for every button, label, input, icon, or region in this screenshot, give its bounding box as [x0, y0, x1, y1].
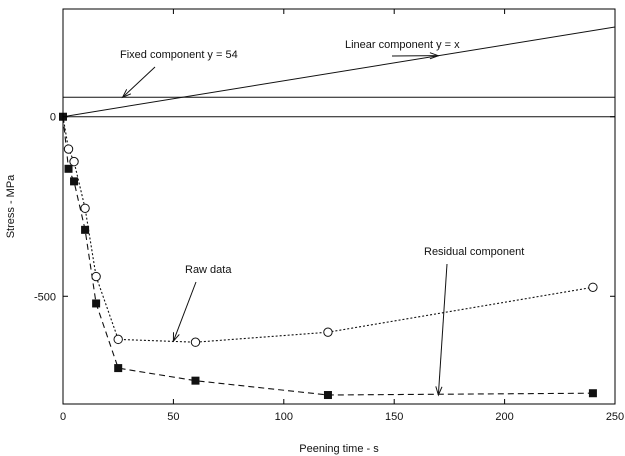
- x-tick-label: 100: [275, 411, 293, 423]
- raw-data-point: [80, 203, 90, 213]
- x-tick-label: 200: [495, 411, 513, 423]
- annotation-fixed-component-arrow-head: [121, 89, 132, 99]
- y-tick-label: 0: [50, 112, 56, 124]
- plot-frame: [62, 8, 616, 405]
- raw-data-point: [113, 334, 123, 345]
- series-layer: [63, 26, 615, 396]
- ticks-layer: 0 50 100 150 200 250 0 -500: [34, 9, 624, 423]
- y-axis-label: Stress - MPa: [5, 174, 17, 238]
- markers-layer: [59, 112, 598, 400]
- residual-data-point: [114, 364, 123, 373]
- residual-data-point: [64, 164, 73, 173]
- residual-data-point: [191, 376, 200, 385]
- residual-data-point: [588, 389, 597, 398]
- annotation-raw-data-arrow-line: [172, 281, 197, 342]
- x-axis-label: Peening time - s: [299, 443, 379, 455]
- annotation-raw-data-text: Raw data: [185, 264, 232, 276]
- raw-data-point: [323, 327, 333, 337]
- residual-data-point: [81, 225, 90, 234]
- series-line-linear-component-y-x: [63, 26, 615, 118]
- annotation-residual-component-arrow-head: [435, 386, 443, 397]
- series-line-raw-data: [63, 116, 593, 343]
- annotation-fixed-component-arrow-line: [122, 66, 156, 98]
- y-tick-label: -500: [34, 291, 56, 303]
- annotation-residual-component-arrow-line: [437, 263, 448, 396]
- raw-data-point: [63, 144, 74, 154]
- residual-data-point: [92, 299, 101, 308]
- annotation-linear-component-text: Linear component y = x: [345, 39, 460, 51]
- x-tick-label: 150: [385, 411, 403, 423]
- x-tick-label: 250: [606, 411, 624, 423]
- annotation-layer: Fixed component y = 54 Linear component y…: [120, 39, 524, 397]
- x-tick-label: 50: [167, 411, 179, 423]
- annotation-linear-component-arrow-head: [429, 52, 440, 60]
- residual-data-point: [323, 391, 332, 400]
- annotation-raw-data-arrow-head: [172, 332, 180, 343]
- annotation-residual-component-text: Residual component: [424, 246, 524, 258]
- x-tick-label: 0: [60, 411, 66, 423]
- raw-data-point: [588, 282, 598, 292]
- raw-data-point: [91, 271, 101, 282]
- residual-data-point: [70, 177, 79, 186]
- raw-data-point: [190, 337, 201, 347]
- raw-data-point: [69, 156, 79, 167]
- annotation-fixed-component-text: Fixed component y = 54: [120, 49, 238, 61]
